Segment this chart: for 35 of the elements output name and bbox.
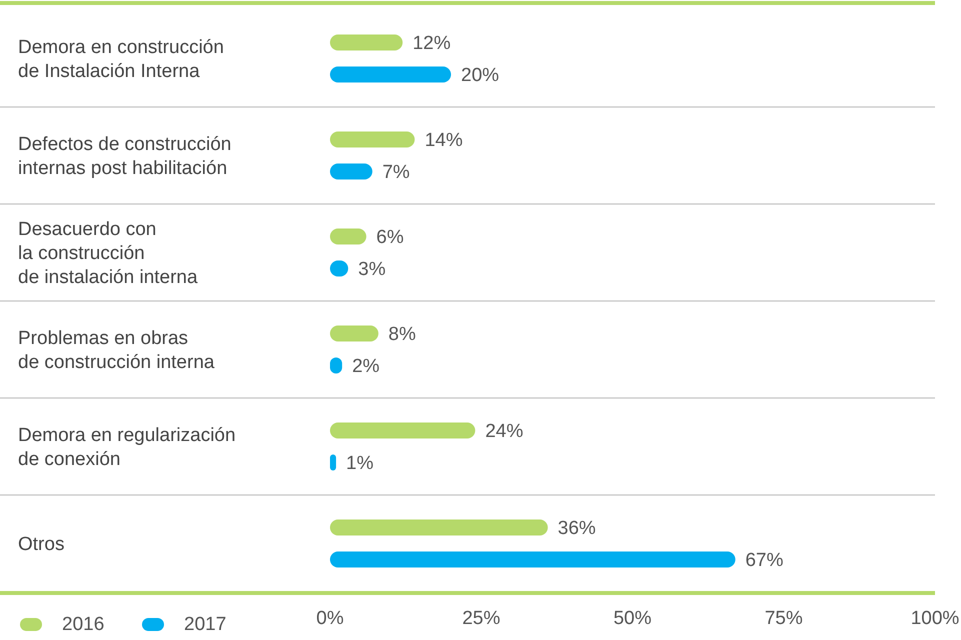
data-label: 1% bbox=[346, 453, 374, 474]
bar bbox=[330, 34, 403, 50]
bar bbox=[330, 228, 366, 244]
data-label: 7% bbox=[382, 162, 410, 184]
x-tick-label: 0% bbox=[316, 608, 344, 629]
y-tick-label: Defectos de construcción internas post habilitación bbox=[18, 134, 232, 180]
legend-label: 2016 bbox=[62, 614, 104, 635]
bar bbox=[330, 422, 476, 438]
x-tick-label: 25% bbox=[462, 608, 500, 629]
y-tick-label: Demora en regularización de conexión bbox=[18, 425, 236, 470]
data-label: 24% bbox=[485, 421, 524, 442]
bar bbox=[330, 454, 336, 470]
y-tick-label: Otros bbox=[18, 534, 64, 556]
y-tick-label: Problemas en obras de construcción interna bbox=[18, 328, 215, 374]
data-label: 12% bbox=[412, 33, 451, 54]
data-label: 14% bbox=[424, 130, 463, 152]
data-label: 67% bbox=[745, 550, 784, 572]
data-label: 20% bbox=[461, 65, 500, 86]
y-tick-label: Desacuerdo con la construcción de instalación interna bbox=[18, 219, 198, 288]
bar bbox=[330, 66, 451, 82]
data-label: 2% bbox=[352, 356, 380, 378]
legend-label: 2017 bbox=[184, 614, 226, 635]
x-tick-label: 50% bbox=[613, 608, 652, 629]
data-label: 3% bbox=[358, 259, 386, 280]
data-label: 8% bbox=[388, 324, 416, 346]
data-label: 36% bbox=[558, 518, 596, 540]
bar bbox=[330, 326, 378, 342]
data-label: 6% bbox=[376, 227, 404, 248]
x-tick-label: 75% bbox=[764, 608, 803, 629]
bar bbox=[330, 552, 736, 568]
bar bbox=[330, 520, 548, 536]
bar bbox=[330, 132, 415, 148]
y-tick-label: Demora en construcción de Instalación Interna bbox=[18, 37, 224, 82]
x-tick-label: 100% bbox=[910, 608, 960, 629]
bar bbox=[330, 164, 372, 180]
